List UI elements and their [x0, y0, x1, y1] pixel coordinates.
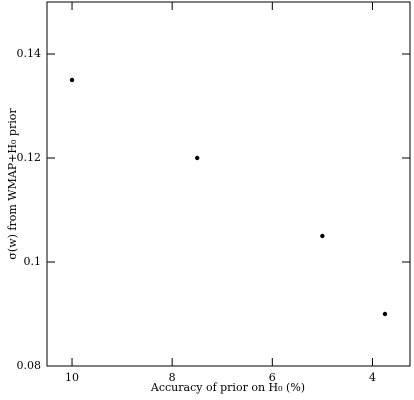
x-tick-label: 10	[65, 371, 79, 384]
x-axis-label: Accuracy of prior on H₀ (%)	[150, 381, 305, 394]
y-tick-label: 0.12	[17, 151, 42, 164]
point	[195, 155, 200, 161]
plot-frame	[46, 1, 411, 367]
point	[69, 77, 75, 83]
x-tick-label: 4	[369, 371, 376, 384]
y-tick-label: 0.14	[17, 47, 42, 60]
point	[382, 311, 388, 317]
x-tick-label: 6	[269, 371, 276, 384]
point	[320, 233, 325, 239]
y-tick-label: 0.08	[17, 359, 42, 372]
x-tick-label: 8	[169, 371, 176, 384]
y-axis-label: σ(w) from WMAP+H₀ prior	[6, 108, 19, 260]
y-tick-label: 0.1	[24, 255, 42, 268]
